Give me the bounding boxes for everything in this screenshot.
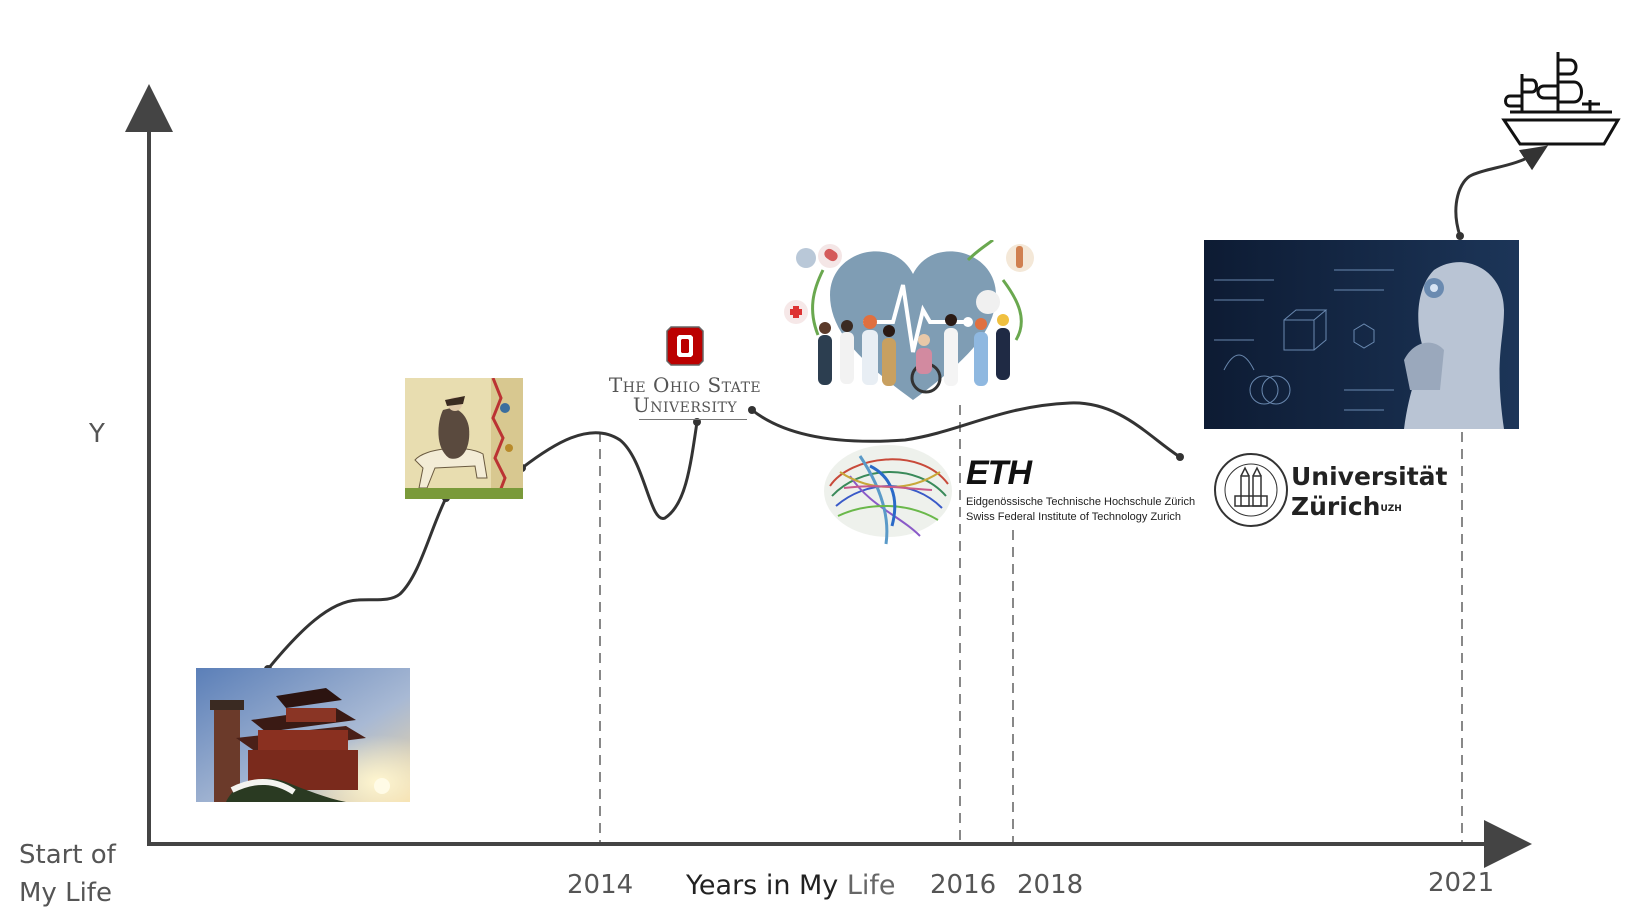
ohio-state-name: The Ohio State University xyxy=(606,375,764,415)
curve-node xyxy=(693,418,701,426)
uzh-seal-icon xyxy=(1214,453,1288,527)
eth-short-name: ETH xyxy=(966,454,1032,492)
life-curve-segment-3 xyxy=(751,401,1181,459)
tick-label-2018: 2018 xyxy=(1017,870,1084,900)
ohio-state-logo: The Ohio State University xyxy=(606,325,764,425)
ohio-block-o-icon xyxy=(666,326,704,366)
life-curve-segment-1 xyxy=(266,497,448,670)
x-axis-title: Years in My Life xyxy=(686,870,896,901)
origin-label-line1: Start of xyxy=(19,840,116,870)
heartbeat-line xyxy=(863,284,968,353)
eth-full-name: Eidgenössische Technische Hochschule Zür… xyxy=(966,495,1195,525)
x-axis-title-main: Years in My xyxy=(686,870,847,901)
curve-node xyxy=(1456,232,1464,240)
ohio-state-underline xyxy=(639,419,747,420)
life-curve-segment-4 xyxy=(1454,145,1549,237)
x-axis-title-tail: Life xyxy=(846,870,896,901)
origin-label-line2: My Life xyxy=(19,878,112,908)
eth-full-name-de: Eidgenössische Technische Hochschule Zür… xyxy=(966,496,1196,508)
life-curve-segment-2 xyxy=(521,421,699,520)
ai-robot-image xyxy=(1204,240,1519,429)
manuscript-rider-image xyxy=(405,378,523,499)
uzh-logo: Universität ZürichUZH xyxy=(1213,452,1447,532)
brain-tractography-image xyxy=(820,436,956,546)
eth-logo: ETH Eidgenössische Technische Hochschule… xyxy=(966,454,1198,526)
tick-label-2016: 2016 xyxy=(930,870,997,900)
uzh-superscript: UZH xyxy=(1380,504,1402,514)
gear-icon xyxy=(796,248,816,268)
origin-label: Start of My Life xyxy=(19,836,116,912)
uzh-name: Universität ZürichUZH xyxy=(1291,462,1447,522)
ohio-state-name-line2: University xyxy=(632,393,738,417)
uzh-name-line1: Universität xyxy=(1291,462,1448,491)
tick-label-2021: 2021 xyxy=(1428,868,1495,898)
ship-icon xyxy=(1501,52,1621,146)
healthcare-illustration xyxy=(778,238,1048,415)
people-group xyxy=(818,314,1010,394)
tick-label-2014: 2014 xyxy=(567,870,634,900)
ohio-state-name-line1: The Ohio State xyxy=(608,373,762,397)
pagoda-photo xyxy=(196,668,410,802)
eth-full-name-en: Swiss Federal Institute of Technology Zu… xyxy=(966,511,1182,523)
uzh-name-line2-text: Zürich xyxy=(1291,492,1381,521)
curve-node xyxy=(1176,453,1184,461)
y-axis-label: Y xyxy=(89,419,105,449)
uzh-name-line2: ZürichUZH xyxy=(1291,492,1447,522)
curve-node xyxy=(748,406,756,414)
